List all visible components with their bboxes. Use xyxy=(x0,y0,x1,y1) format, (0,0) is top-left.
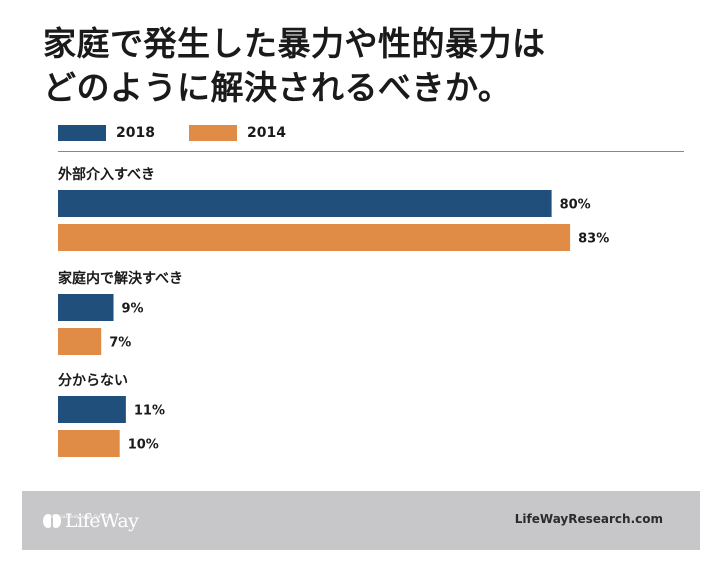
chart-title: 家庭で発生した暴力や性的暴力は どのように解決されるべきか。 xyxy=(43,22,703,110)
category-label: 分からない xyxy=(58,373,128,389)
legend-item-2018: 2018 xyxy=(58,125,155,141)
title-line-1: 家庭で発生した暴力や性的暴力は xyxy=(43,24,546,63)
category-label: 家庭内で解決すべき xyxy=(58,270,183,287)
bar-chart: 外部介入すべき 80% 83% 家庭内で解決すべき 9% 7% 分からない 11% 10% xyxy=(58,166,609,457)
title-line-2: どのように解決されるべきか。 xyxy=(43,68,512,107)
footer-bar: LifeWay Biblical Solutions for Life Life… xyxy=(22,491,700,550)
legend: 2018 2014 xyxy=(58,124,320,142)
bar-2014 xyxy=(58,224,571,251)
bar-2018 xyxy=(58,190,552,217)
category-label: 外部介入すべき xyxy=(58,166,155,183)
lifeway-logo-icon xyxy=(43,514,61,528)
data-label: 11% xyxy=(134,404,165,419)
bar-2018 xyxy=(58,294,114,321)
data-label: 10% xyxy=(128,438,159,453)
data-label: 83% xyxy=(578,232,609,247)
data-label: 80% xyxy=(560,198,591,213)
legend-swatch-2014 xyxy=(188,125,237,141)
legend-swatch-2018 xyxy=(58,125,106,141)
lifeway-logo: LifeWay xyxy=(42,505,139,537)
site-url: LifeWayResearch.com xyxy=(514,512,663,526)
logo-tagline: Biblical Solutions for Life xyxy=(48,514,113,520)
legend-item-2014: 2014 xyxy=(188,125,286,141)
legend-label-2014: 2014 xyxy=(246,125,286,141)
bar-2014 xyxy=(58,430,120,457)
bar-2014 xyxy=(58,328,102,355)
legend-label-2018: 2018 xyxy=(116,125,155,141)
legend-divider xyxy=(58,151,684,152)
data-label: 7% xyxy=(109,336,131,351)
bar-2018 xyxy=(58,396,126,423)
logo-text: LifeWay xyxy=(65,510,139,532)
data-label: 9% xyxy=(122,302,144,317)
